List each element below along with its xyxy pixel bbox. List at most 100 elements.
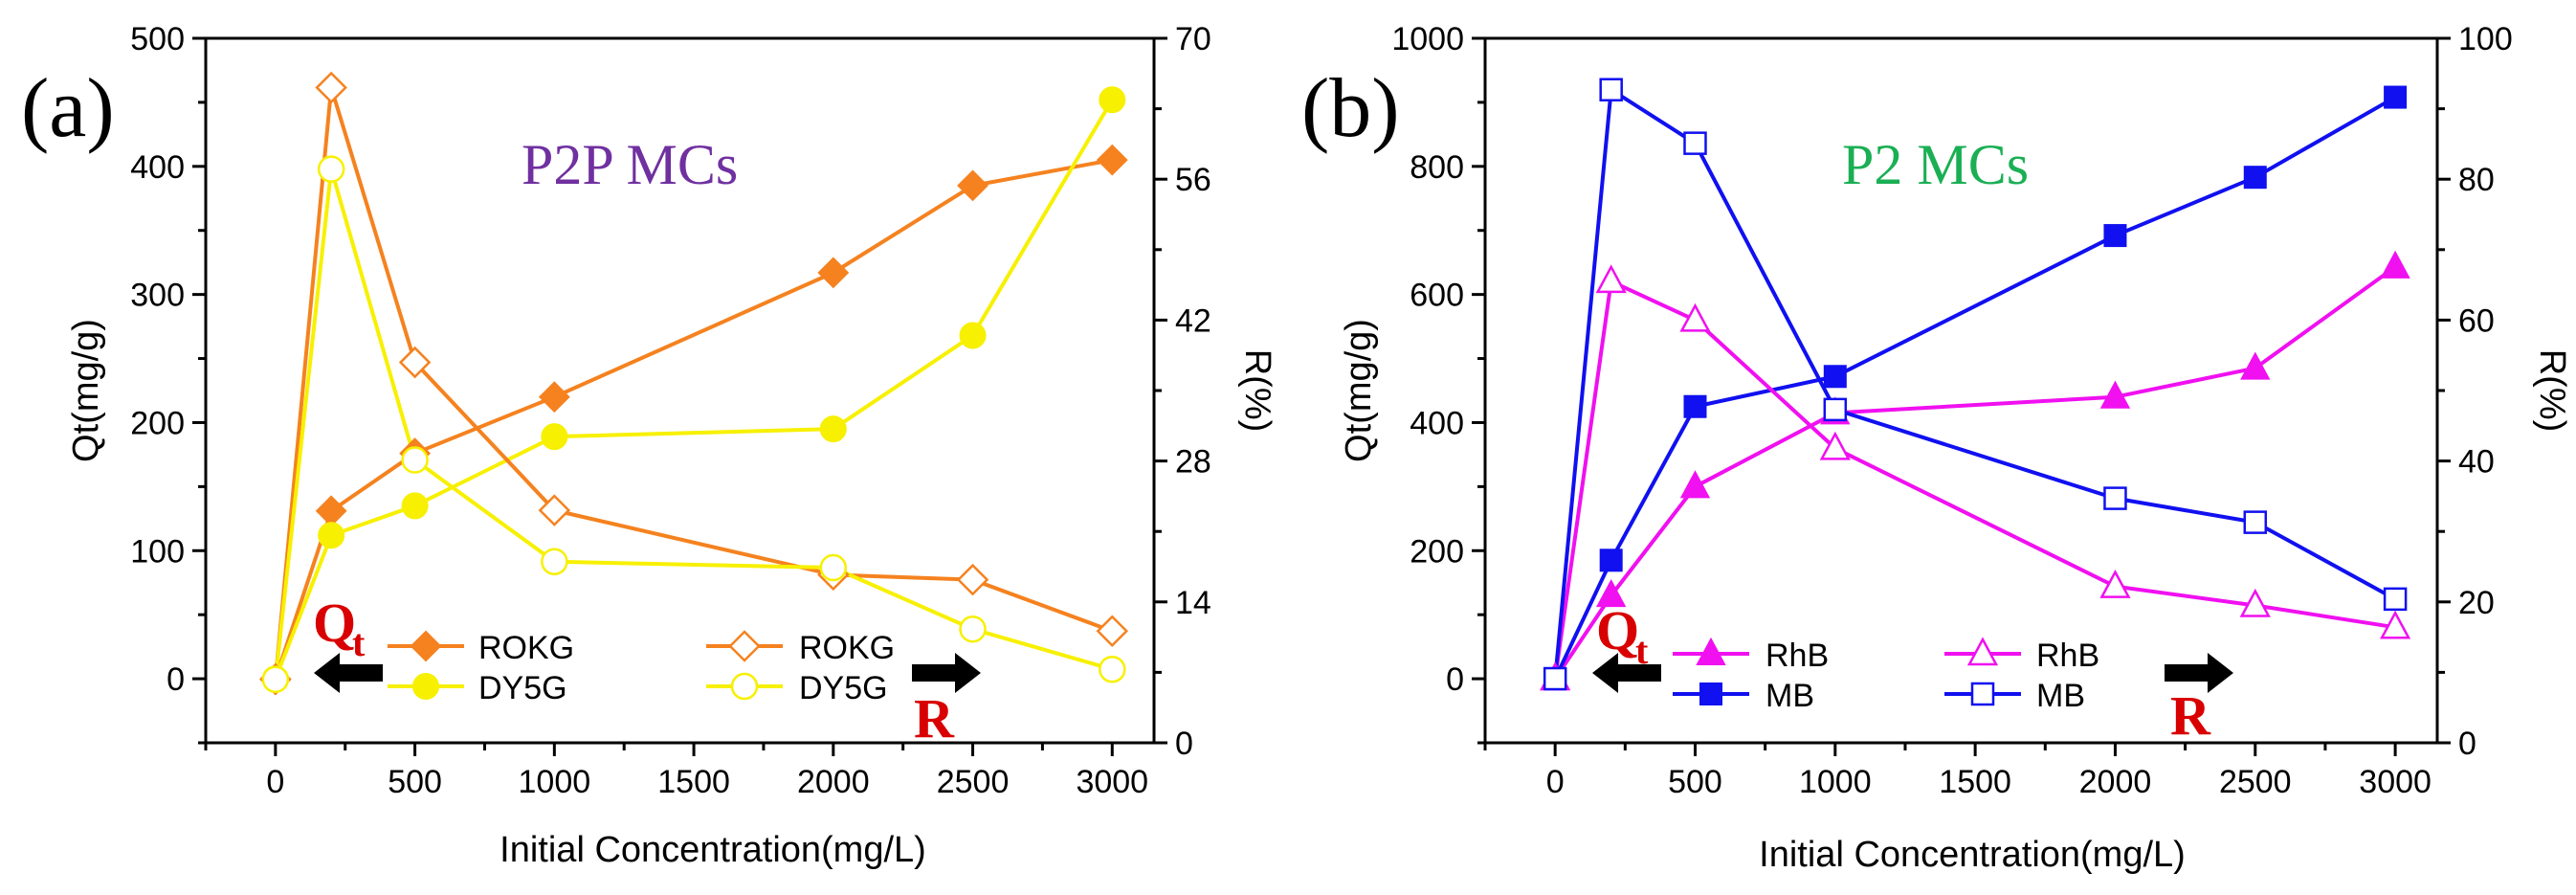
x-tick-label: 3000 <box>2359 764 2432 800</box>
data-point-mb-qt <box>2103 224 2127 248</box>
y-right-tick-label: 42 <box>1175 302 1211 339</box>
x-tick-label: 1500 <box>657 764 730 800</box>
data-point-rhb-r <box>2099 569 2131 598</box>
arrow-left-icon <box>314 653 383 693</box>
data-point-dy5g-qt <box>318 522 345 549</box>
data-point-mb-r <box>2103 486 2127 510</box>
series-line-dy5g-r <box>273 167 1113 680</box>
data-point-dy5g-r <box>541 548 568 575</box>
legend-item-mb-open: MB <box>1944 678 2085 714</box>
y-right-tick-label: 100 <box>2458 21 2513 57</box>
r-annotation-a: R <box>912 653 981 750</box>
x-tick-label: 2500 <box>937 764 1010 800</box>
y-axis-label-right-a: R(%) <box>1237 349 1277 433</box>
data-point-mb-r <box>1543 666 1567 691</box>
data-point-dy5g-r <box>401 446 429 474</box>
r-annotation-b: R <box>2165 653 2233 747</box>
panel-label-a: (a) <box>21 62 115 155</box>
data-point-mb-qt <box>1599 548 1623 572</box>
x-tick-label: 2000 <box>797 764 870 800</box>
x-tick-label: 1500 <box>1939 764 2011 800</box>
legend-marker-circle-open <box>730 672 759 701</box>
series-line-rhb-r <box>1553 279 2396 680</box>
legend-item-rokg-open: ROKG <box>706 630 895 666</box>
y-axis-label-left-b: Qt(mg/g) <box>1339 319 1379 462</box>
chart-panel-b: (b) P2 MCs Initial Concentration(mg/L) Q… <box>1301 21 2572 875</box>
legend-item-mb-filled: MB <box>1673 678 1814 714</box>
data-point-mb-r <box>1599 78 1623 101</box>
series-line-rokg-qt <box>273 158 1113 680</box>
data-point-rokg-qt <box>538 381 570 414</box>
axis-ticks-a: 0 500 1000 1500 2000 2500 3000 0 100 200 300 400 500… <box>130 21 1211 800</box>
legend-label: DY5G <box>799 670 888 706</box>
y-left-tick-label: 0 <box>167 661 185 698</box>
data-point-dy5g-qt <box>959 322 987 349</box>
r-letter: R <box>914 687 955 750</box>
y-right-tick-label: 70 <box>1175 21 1211 57</box>
chart-panel-a: (a) P2P MCs Initial Concentration(mg/L) … <box>21 21 1277 870</box>
y-right-tick-label: 28 <box>1175 444 1211 481</box>
qt-subscript: t <box>352 621 366 664</box>
data-point-rokg-r <box>538 494 571 526</box>
data-point-dy5g-r <box>959 615 987 643</box>
legend-a: ROKG DY5G ROKG DY5G <box>388 630 895 706</box>
series-markers-a <box>259 71 1129 696</box>
y-right-tick-label: 0 <box>1175 726 1193 762</box>
x-tick-label: 2000 <box>2079 764 2152 800</box>
data-point-rhb-r <box>1595 264 1627 294</box>
x-tick-label: 0 <box>266 764 284 800</box>
y-right-tick-label: 60 <box>2458 302 2495 339</box>
x-axis-label-a: Initial Concentration(mg/L) <box>500 830 926 870</box>
y-right-tick-label: 14 <box>1175 585 1211 621</box>
data-point-rhb-r <box>1819 431 1851 460</box>
panel-label-b: (b) <box>1301 62 1400 155</box>
legend-item-dy5g-filled: DY5G <box>388 670 567 706</box>
y-left-tick-label: 1000 <box>1391 21 1464 57</box>
data-point-rhb-r <box>2380 610 2411 639</box>
data-point-rhb-qt <box>2240 351 2271 380</box>
data-point-rhb-qt <box>2380 250 2410 279</box>
y-left-tick-label: 0 <box>1446 661 1464 698</box>
data-point-rokg-r <box>315 71 347 104</box>
legend-item-dy5g-open: DY5G <box>706 670 888 706</box>
data-point-rokg-r <box>956 563 989 596</box>
data-point-rhb-qt <box>2099 380 2131 409</box>
x-tick-label: 1000 <box>519 764 591 800</box>
legend-label: ROKG <box>799 630 895 666</box>
axis-ticks-b: 0 500 1000 1500 2000 2500 30000200400600800100… <box>1391 21 2512 800</box>
data-point-dy5g-r <box>819 553 848 582</box>
legend-b: RhB MB RhB MB <box>1673 637 2099 714</box>
qt-annotation-a: Q t <box>313 592 383 693</box>
y-axis-label-right-b: R(%) <box>2532 349 2572 433</box>
y-left-tick-label: 200 <box>130 405 185 441</box>
x-tick-label: 0 <box>1546 764 1565 800</box>
r-letter: R <box>2170 684 2211 747</box>
x-tick-label: 500 <box>1668 764 1722 800</box>
data-point-mb-r <box>1683 131 1707 155</box>
arrow-right-icon <box>2165 653 2233 693</box>
x-tick-label: 500 <box>388 764 442 800</box>
y-right-tick-label: 56 <box>1175 162 1211 198</box>
y-left-tick-label: 800 <box>1410 149 1464 186</box>
y-left-tick-label: 500 <box>130 21 185 57</box>
legend-label: RhB <box>1765 638 1829 674</box>
legend-marker-triangle-open <box>1966 637 1999 666</box>
data-point-mb-r <box>2383 587 2408 612</box>
legend-marker-diamond-open <box>728 630 761 662</box>
arrow-right-icon <box>912 653 981 693</box>
y-left-tick-label: 100 <box>130 533 185 570</box>
chart-title-b: P2 MCs <box>1842 133 2029 196</box>
data-point-mb-qt <box>1683 394 1707 418</box>
data-point-mb-r <box>1823 397 1848 422</box>
legend-marker-circle-filled <box>412 673 439 700</box>
data-point-mb-qt <box>2243 166 2267 190</box>
series-markers-b <box>1540 78 2411 691</box>
y-left-tick-label: 400 <box>130 149 185 186</box>
data-point-rhb-qt <box>1679 470 1711 499</box>
data-point-rhb-r <box>1679 302 1711 332</box>
data-point-rokg-r <box>1096 615 1129 648</box>
legend-label: RhB <box>2036 638 2099 674</box>
legend-marker-diamond-filled <box>410 630 442 662</box>
data-point-dy5g-qt <box>1099 86 1126 114</box>
